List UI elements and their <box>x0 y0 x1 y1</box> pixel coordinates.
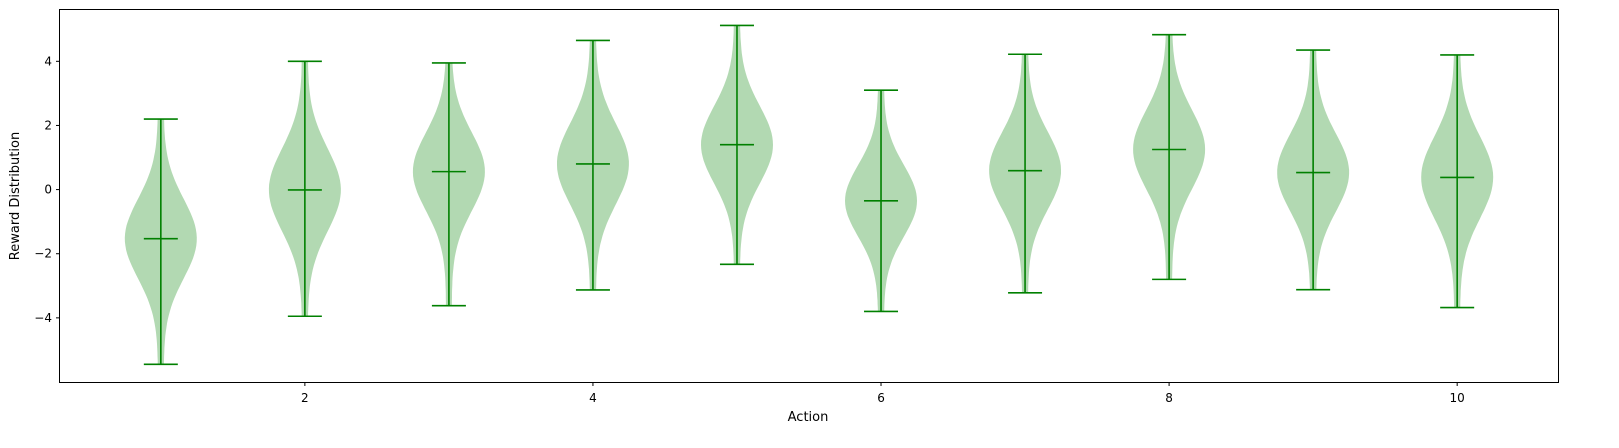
x-tick-label: 4 <box>589 391 597 405</box>
x-axis-ticks: 2 4 6 8 10 <box>301 382 1465 405</box>
x-tick-label: 2 <box>301 391 309 405</box>
x-tick-label: 10 <box>1450 391 1465 405</box>
y-axis-ticks: 4 2 0 −2 −4 <box>34 54 60 325</box>
y-tick-label: −2 <box>34 247 52 261</box>
y-tick-label: 4 <box>44 54 52 68</box>
x-tick-label: 6 <box>877 391 885 405</box>
plot-frame <box>59 9 1559 383</box>
violin-stat-lines <box>143 24 1475 366</box>
y-tick-label: 0 <box>44 183 52 197</box>
x-axis-label: Action <box>788 410 829 425</box>
y-axis-label: Reward Distribution <box>8 132 23 260</box>
y-tick-label: 2 <box>44 118 52 132</box>
y-tick-label: −4 <box>34 311 52 325</box>
x-tick-label: 8 <box>1165 391 1173 405</box>
violin-bodies <box>124 25 1494 365</box>
